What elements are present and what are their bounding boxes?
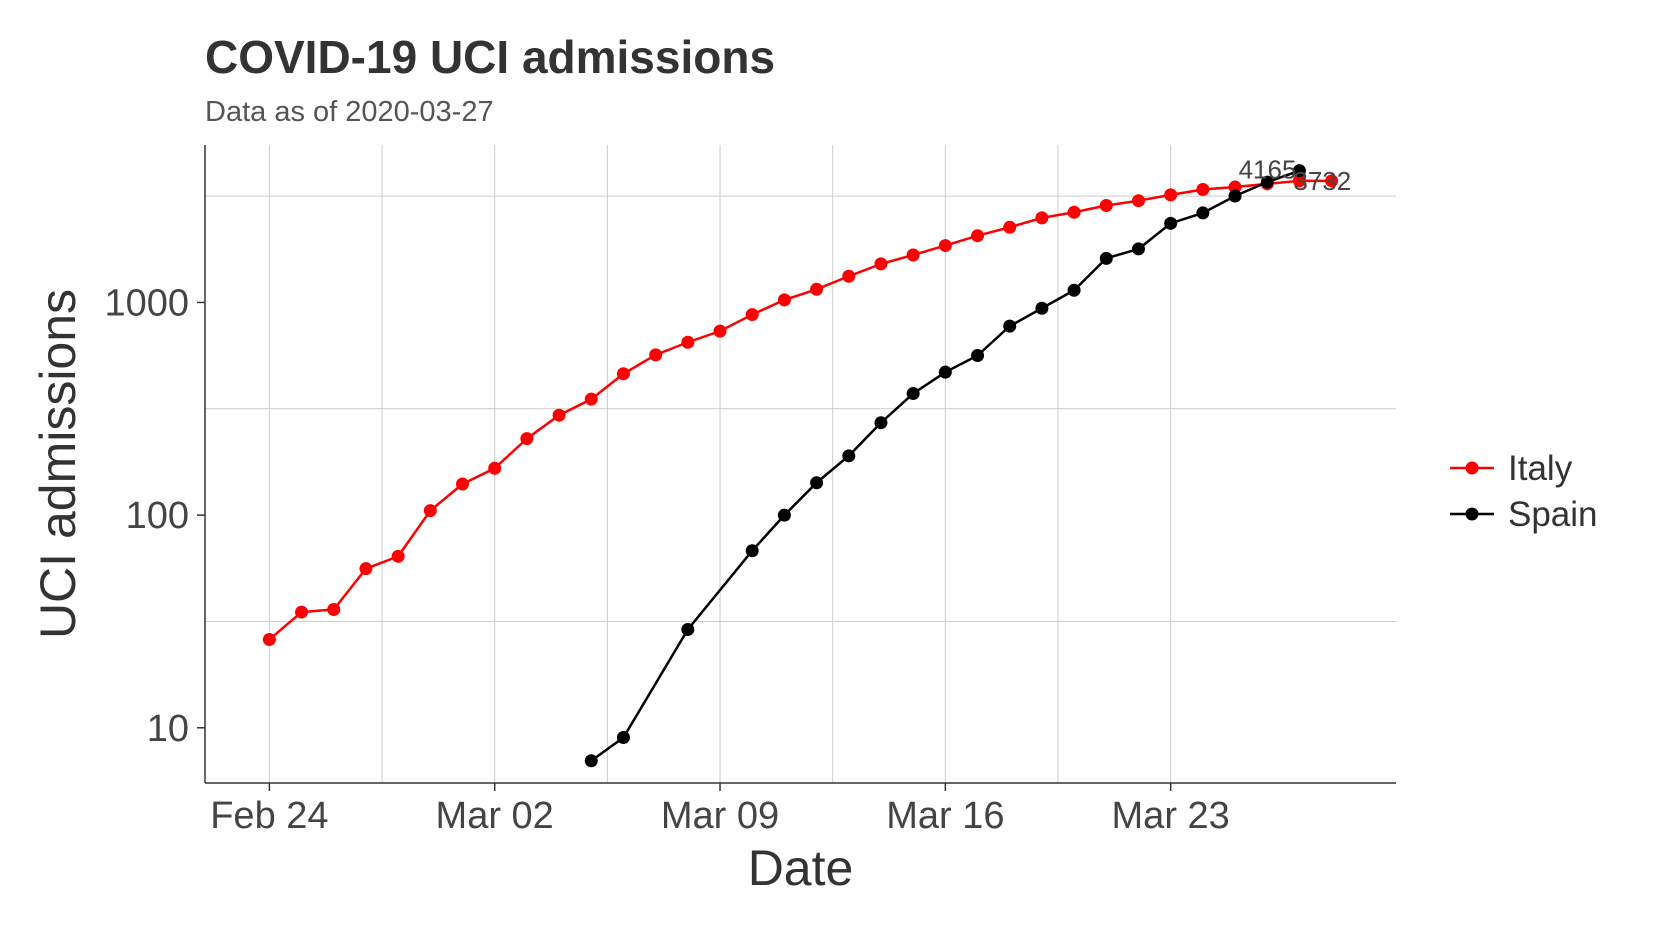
chart-subtitle: Data as of 2020-03-27 — [205, 96, 494, 128]
data-point — [874, 416, 888, 430]
data-point — [777, 508, 791, 522]
x-tick-label: Mar 23 — [1112, 795, 1230, 837]
y-tick-label: 100 — [126, 495, 189, 537]
data-point — [1228, 180, 1242, 194]
x-tick-label: Mar 09 — [661, 795, 779, 837]
data-point — [1228, 189, 1242, 203]
data-point — [745, 308, 759, 322]
data-point — [810, 476, 824, 490]
series-spain — [584, 164, 1306, 768]
data-point — [1325, 174, 1339, 188]
data-point — [938, 239, 952, 253]
data-point — [423, 504, 437, 518]
data-point — [1003, 319, 1017, 333]
data-point — [777, 293, 791, 307]
legend-item-spain: Spain — [1450, 495, 1598, 534]
data-point — [649, 348, 663, 362]
data-point — [1292, 164, 1306, 178]
chart-title: COVID-19 UCI admissions — [205, 31, 776, 83]
data-point — [681, 622, 695, 636]
data-point — [1292, 174, 1306, 188]
data-point — [971, 229, 985, 243]
data-point — [456, 477, 470, 491]
data-point — [584, 392, 598, 406]
data-point — [810, 282, 824, 296]
x-tick-label: Mar 16 — [886, 795, 1004, 837]
y-axis-title: UCI admissions — [30, 289, 86, 639]
data-point — [874, 257, 888, 271]
data-point — [1067, 205, 1081, 219]
data-point — [1067, 283, 1081, 297]
data-point — [1099, 198, 1113, 212]
legend-label: Italy — [1508, 449, 1573, 488]
data-point — [295, 605, 309, 619]
data-point — [1035, 301, 1049, 315]
y-tick-label: 1000 — [104, 282, 189, 324]
x-tick-labels: Feb 24 Mar 02 Mar 09 Mar 16 Mar 23 — [210, 783, 1230, 837]
legend: Italy Spain — [1450, 449, 1598, 534]
data-point — [520, 432, 534, 446]
data-point — [1035, 211, 1049, 225]
data-point — [906, 248, 920, 262]
data-point — [745, 544, 759, 558]
grid-lines — [205, 145, 1396, 783]
series-line-italy — [268, 179, 1332, 641]
legend-key-point — [1465, 507, 1479, 521]
x-axis-title: Date — [748, 840, 854, 896]
end-label-spain: 4165 — [1239, 155, 1297, 185]
data-point — [262, 633, 276, 647]
series-italy — [262, 174, 1339, 647]
data-point — [488, 461, 502, 475]
data-point — [1131, 242, 1145, 256]
data-point — [1131, 194, 1145, 208]
x-tick-label: Mar 02 — [436, 795, 554, 837]
data-point — [1164, 216, 1178, 230]
end-label-italy: 3732 — [1293, 166, 1351, 196]
data-point — [616, 367, 630, 381]
data-point — [938, 365, 952, 379]
data-point — [1003, 220, 1017, 234]
data-point — [1260, 175, 1274, 189]
legend-key-point — [1465, 461, 1479, 475]
data-point — [713, 324, 727, 338]
data-point — [906, 387, 920, 401]
legend-item-italy: Italy — [1450, 449, 1573, 488]
data-point — [681, 335, 695, 349]
data-point — [842, 449, 856, 463]
series-lines — [262, 164, 1339, 768]
data-point — [552, 408, 566, 422]
legend-label: Spain — [1508, 495, 1598, 534]
data-point — [391, 549, 405, 563]
data-point — [327, 602, 341, 616]
data-point — [359, 562, 373, 576]
data-point — [842, 269, 856, 283]
data-point — [971, 349, 985, 363]
data-point — [1099, 251, 1113, 265]
data-point — [584, 754, 598, 768]
y-tick-labels: 10 100 1000 — [104, 282, 205, 750]
x-tick-label: Feb 24 — [210, 795, 328, 837]
data-point — [1164, 188, 1178, 202]
y-tick-label: 10 — [147, 708, 189, 750]
data-point — [1196, 206, 1210, 220]
axes — [204, 145, 1396, 784]
data-point — [1196, 183, 1210, 197]
data-point — [616, 731, 630, 745]
